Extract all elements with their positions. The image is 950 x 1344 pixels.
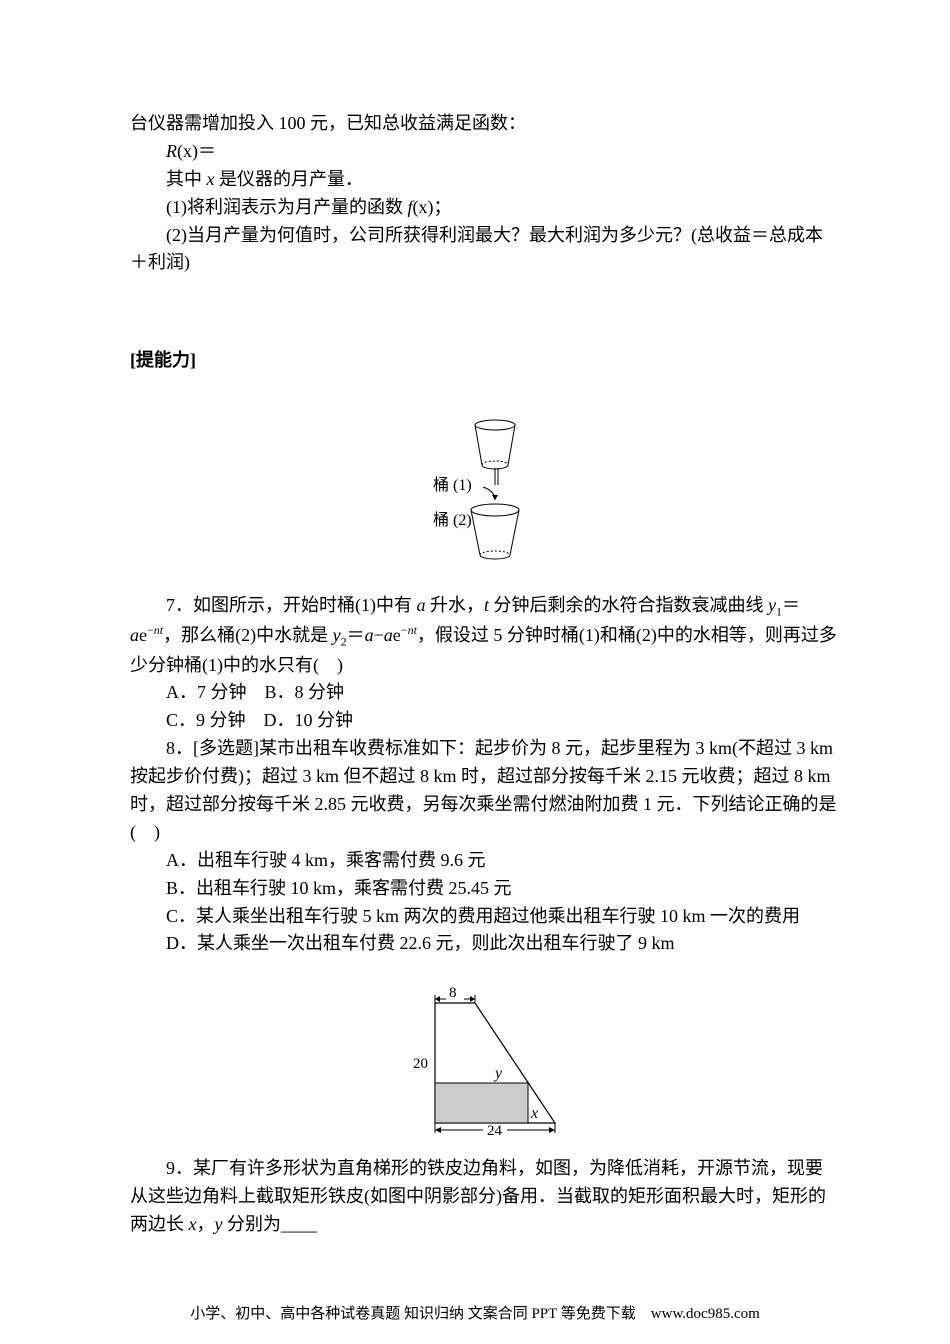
- q7-e1: e: [139, 625, 147, 645]
- top-line-3: 其中 x 是仪器的月产量．: [130, 166, 840, 194]
- q7-y1: y: [768, 595, 776, 615]
- text-b: 是仪器的月产量．: [215, 169, 364, 189]
- q7-optA: A．7 分钟: [166, 682, 247, 702]
- text-a: 其中: [166, 169, 207, 189]
- trap-x: x: [530, 1105, 538, 1122]
- q7-optC: C．9 分钟: [166, 710, 246, 730]
- rx-paren: (x)＝: [177, 141, 216, 161]
- bucket-label-2: 桶 (2): [433, 511, 472, 529]
- q7-m1: 升水，: [426, 595, 485, 615]
- q8-optB: B．出租车行驶 10 km，乘客需付费 25.45 元: [130, 875, 840, 903]
- trap-y: y: [493, 1065, 503, 1082]
- top-line-2: R(x)＝: [130, 138, 840, 166]
- q7-exp2-neg: −: [401, 623, 408, 637]
- top-line-4: (1)将利润表示为月产量的函数 f(x)；: [130, 194, 840, 222]
- q7-minus: −: [374, 625, 384, 645]
- q7-exp1-nt: nt: [154, 623, 163, 637]
- bucket-diagram: 桶 (1) 桶 (2): [425, 415, 545, 575]
- trapezoid-figure: 8 20 y x 24: [130, 978, 840, 1147]
- q7-m2: 分钟后剩余的水符合指数衰减曲线: [489, 595, 768, 615]
- q7-eq1: ＝: [782, 595, 800, 615]
- fx-paren: (x)；: [413, 197, 452, 217]
- q7-exp2: −nt: [401, 623, 417, 637]
- bucket-figure: 桶 (1) 桶 (2): [130, 415, 840, 584]
- q7-a2: a: [130, 625, 139, 645]
- page: 台仪器需增加投入 100 元，已知总收益满足函数： R(x)＝ 其中 x 是仪器…: [0, 0, 950, 1344]
- q7-optD: D．10 分钟: [246, 710, 354, 730]
- q7-m3: ，那么桶(2)中水就是: [163, 625, 333, 645]
- q7-exp1-neg: −: [147, 623, 154, 637]
- top-line-1: 台仪器需增加投入 100 元，已知总收益满足函数：: [130, 110, 840, 138]
- q7-optB: B．8 分钟: [247, 682, 345, 702]
- q7-eq2: ＝: [347, 625, 365, 645]
- q7-opts-ab: A．7 分钟 B．8 分钟: [130, 679, 840, 707]
- q7-exp2-nt: nt: [408, 623, 417, 637]
- q9-x: x: [189, 1214, 197, 1234]
- trap-8: 8: [449, 985, 457, 1001]
- q7-pre: 7．如图所示，开始时桶(1)中有: [166, 595, 417, 615]
- q9-b: 分别为____: [223, 1214, 318, 1234]
- text-4a: (1)将利润表示为月产量的函数: [166, 197, 408, 217]
- q7-exp1: −nt: [147, 623, 163, 637]
- q9-y: y: [215, 1214, 223, 1234]
- trap-20: 20: [413, 1056, 428, 1072]
- q7-body: 7．如图所示，开始时桶(1)中有 a 升水，t 分钟后剩余的水符合指数衰减曲线 …: [130, 592, 840, 679]
- q9-comma: ，: [197, 1214, 215, 1234]
- q8-body: 8．[多选题]某市出租车收费标准如下：起步价为 8 元，起步里程为 3 km(不…: [130, 735, 840, 847]
- var-r: R: [166, 141, 177, 161]
- trapezoid-diagram: 8 20 y x 24: [395, 978, 575, 1138]
- q7-opts-cd: C．9 分钟 D．10 分钟: [130, 707, 840, 735]
- q7-a3: a: [365, 625, 374, 645]
- q8-optA: A．出租车行驶 4 km，乘客需付费 9.6 元: [130, 847, 840, 875]
- q8-optD: D．某人乘坐一次出租车付费 22.6 元，则此次出租车行驶了 9 km: [130, 930, 840, 958]
- trap-24: 24: [487, 1123, 503, 1138]
- section-title: [提能力]: [130, 347, 840, 375]
- page-footer: 小学、初中、高中各种试卷真题 知识归纳 文案合同 PPT 等免费下载 www.d…: [0, 1303, 950, 1326]
- var-x: x: [207, 169, 215, 189]
- top-line-5: (2)当月产量为何值时，公司所获得利润最大？最大利润为多少元？(总收益＝总成本＋…: [130, 222, 840, 278]
- q9-body: 9．某厂有许多形状为直角梯形的铁皮边角料，如图，为降低消耗，开源节流，现要从这些…: [130, 1155, 840, 1239]
- q7-a4: a: [384, 625, 393, 645]
- q8-optC: C．某人乘坐出租车行驶 5 km 两次的费用超过他乘出租车行驶 10 km 一次…: [130, 903, 840, 931]
- q7-a1: a: [417, 595, 426, 615]
- q7-y2: y: [333, 625, 341, 645]
- bucket-label-1: 桶 (1): [433, 476, 472, 494]
- q7-e2: e: [393, 625, 401, 645]
